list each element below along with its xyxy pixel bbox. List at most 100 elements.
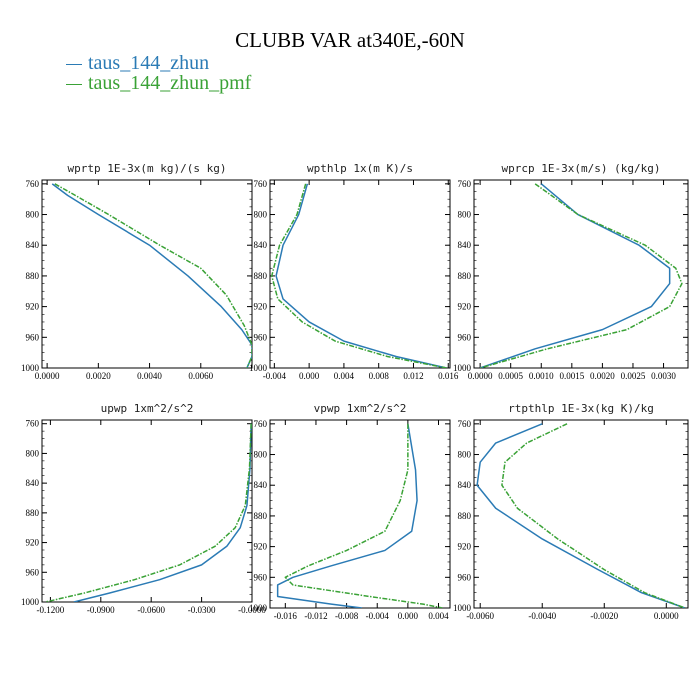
y-tick-label: 800 bbox=[458, 210, 472, 220]
y-tick-label: 1000 bbox=[21, 597, 40, 607]
y-tick-label: 800 bbox=[26, 210, 40, 220]
panel-3: wprcp 1E-3x(m/s) (kg/kg) 760 800 840 880 920 9… bbox=[453, 162, 689, 381]
panel-title: wprcp 1E-3x(m/s) (kg/kg) bbox=[502, 162, 661, 175]
x-tick-label: -0.0040 bbox=[528, 611, 556, 621]
x-tick-label: -0.008 bbox=[335, 611, 359, 621]
x-tick-label: 0.0025 bbox=[621, 371, 646, 381]
panel-title: vpwp 1xm^2/s^2 bbox=[314, 402, 407, 415]
y-tick-label: 800 bbox=[254, 450, 268, 460]
panel-6: rtpthlp 1E-3x(kg K)/kg 760 800 840 880 920 960… bbox=[453, 402, 689, 621]
x-tick-label: -0.004 bbox=[263, 371, 287, 381]
plot-frame bbox=[41, 419, 253, 603]
y-tick-label: 960 bbox=[26, 332, 40, 342]
y-tick-label: 760 bbox=[26, 179, 40, 189]
x-tick-label: 0.0030 bbox=[651, 371, 676, 381]
panel-title: wpthlp 1x(m K)/s bbox=[307, 162, 413, 175]
y-tick-label: 840 bbox=[254, 240, 268, 250]
y-tick-label: 960 bbox=[458, 332, 472, 342]
page-title: CLUBB VAR at340E,-60N bbox=[235, 28, 465, 52]
x-tick-label: 0.0000 bbox=[654, 611, 679, 621]
y-tick-label: 880 bbox=[254, 511, 268, 521]
panel-2: wpthlp 1x(m K)/s 760 800 840 880 920 960 1000-0… bbox=[249, 162, 459, 381]
x-tick-label: 0.0005 bbox=[498, 371, 523, 381]
x-tick-label: 0.012 bbox=[403, 371, 423, 381]
x-tick-label: 0.0015 bbox=[559, 371, 584, 381]
x-tick-label: -0.0000 bbox=[238, 605, 266, 615]
plot-frame bbox=[41, 179, 253, 369]
y-tick-label: 960 bbox=[458, 572, 472, 582]
y-tick-label: 760 bbox=[254, 419, 268, 429]
x-tick-label: 0.016 bbox=[438, 371, 459, 381]
y-tick-label: 960 bbox=[254, 572, 268, 582]
y-tick-label: 920 bbox=[458, 302, 472, 312]
y-tick-label: 760 bbox=[458, 419, 472, 429]
x-tick-label: 0.0000 bbox=[35, 371, 60, 381]
y-tick-label: 840 bbox=[458, 480, 472, 490]
x-tick-label: 0.0060 bbox=[188, 371, 213, 381]
y-tick-label: 760 bbox=[254, 179, 268, 189]
legend-label-1: taus_144_zhun bbox=[88, 52, 210, 74]
series-line-2 bbox=[501, 423, 686, 608]
y-tick-label: 840 bbox=[254, 480, 268, 490]
y-tick-label: 1000 bbox=[249, 363, 268, 373]
y-tick-label: 880 bbox=[26, 508, 40, 518]
y-tick-label: 920 bbox=[26, 302, 40, 312]
x-tick-label: -0.1200 bbox=[37, 605, 65, 615]
y-tick-label: 880 bbox=[458, 271, 472, 281]
y-tick-label: 960 bbox=[26, 567, 40, 577]
x-tick-label: 0.000 bbox=[398, 611, 419, 621]
series-line-1 bbox=[276, 423, 418, 608]
y-tick-label: 1000 bbox=[453, 603, 472, 613]
y-tick-label: 920 bbox=[26, 538, 40, 548]
plot-frame bbox=[269, 419, 451, 609]
legend-entry-2: taus_144_zhun_pmf bbox=[66, 72, 251, 95]
series-line-1 bbox=[275, 183, 447, 368]
x-tick-label: -0.0300 bbox=[188, 605, 216, 615]
series-line-2 bbox=[54, 183, 252, 368]
x-tick-label: -0.012 bbox=[304, 611, 327, 621]
y-tick-label: 920 bbox=[458, 542, 472, 552]
panel-title: upwp 1xm^2/s^2 bbox=[101, 402, 194, 415]
legend-label-2: taus_144_zhun_pmf bbox=[88, 72, 252, 94]
y-tick-label: 760 bbox=[458, 179, 472, 189]
series-line-1 bbox=[51, 183, 252, 368]
series-line-2 bbox=[284, 423, 443, 608]
y-tick-label: 920 bbox=[254, 542, 268, 552]
x-tick-label: 0.004 bbox=[428, 611, 449, 621]
y-tick-label: 760 bbox=[26, 419, 40, 429]
y-tick-label: 840 bbox=[458, 240, 472, 250]
x-tick-label: 0.0040 bbox=[137, 371, 162, 381]
y-tick-label: 840 bbox=[26, 240, 40, 250]
series-line-1 bbox=[73, 423, 252, 602]
y-tick-label: 960 bbox=[254, 332, 268, 342]
y-tick-label: 880 bbox=[458, 511, 472, 521]
series-line-2 bbox=[270, 183, 447, 368]
y-tick-label: 800 bbox=[458, 450, 472, 460]
y-tick-label: 880 bbox=[254, 271, 268, 281]
legend-swatch-1 bbox=[66, 63, 82, 65]
x-tick-label: 0.000 bbox=[299, 371, 320, 381]
x-tick-label: 0.0020 bbox=[590, 371, 615, 381]
y-tick-label: 800 bbox=[26, 448, 40, 458]
series-line-1 bbox=[476, 423, 686, 608]
plot-frame bbox=[269, 179, 451, 369]
y-tick-label: 840 bbox=[26, 478, 40, 488]
y-tick-label: 920 bbox=[254, 302, 268, 312]
panel-title: wprtp 1E-3x(m kg)/(s kg) bbox=[68, 162, 227, 175]
x-tick-label: -0.016 bbox=[274, 611, 298, 621]
x-tick-label: 0.0000 bbox=[468, 371, 493, 381]
series-line-2 bbox=[479, 183, 683, 368]
panel-4: upwp 1xm^2/s^27608008408809209601000-0.1… bbox=[21, 402, 266, 615]
x-tick-label: 0.0010 bbox=[529, 371, 554, 381]
x-tick-label: -0.0020 bbox=[590, 611, 618, 621]
x-tick-label: -0.004 bbox=[366, 611, 390, 621]
x-tick-label: 0.0020 bbox=[86, 371, 111, 381]
y-tick-label: 1000 bbox=[21, 363, 40, 373]
series-line-2 bbox=[45, 423, 252, 602]
y-tick-label: 800 bbox=[254, 210, 268, 220]
legend-entry-1: taus_144_zhun bbox=[66, 52, 209, 75]
y-tick-label: 1000 bbox=[249, 603, 268, 613]
x-tick-label: 0.008 bbox=[369, 371, 390, 381]
y-tick-label: 1000 bbox=[453, 363, 472, 373]
